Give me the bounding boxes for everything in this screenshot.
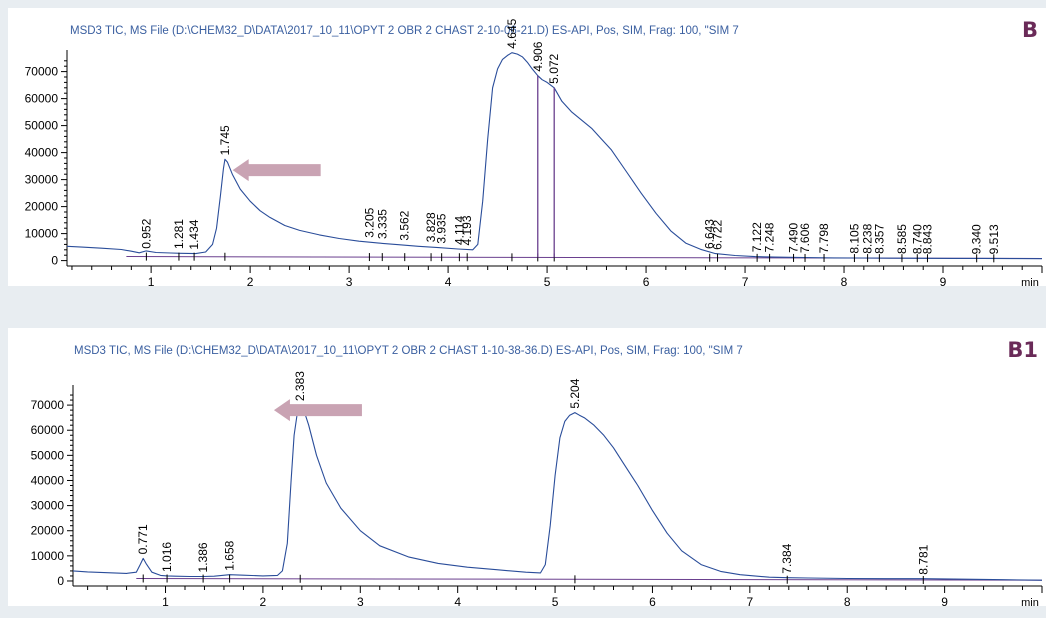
peak-label: 1.658	[223, 540, 237, 570]
peak-label: 5.072	[547, 53, 561, 83]
peak-label: 3.562	[398, 210, 412, 240]
x-tick-label: 1	[162, 595, 169, 609]
x-tick-label: 5	[552, 595, 559, 609]
y-tick-label: 70000	[31, 398, 65, 412]
peak-label: 5.204	[568, 378, 582, 408]
peak-label: 8.843	[920, 224, 934, 254]
x-tick-label: 9	[940, 275, 947, 289]
chart-title: MSD3 TIC, MS File (D:\CHEM32_D\DATA\2017…	[74, 345, 743, 357]
y-tick-label: 10000	[31, 549, 65, 563]
chromatogram-panel-b: MSD3 TIC, MS File (D:\CHEM32_D\DATA\2017…	[8, 8, 1046, 289]
peak-label: 9.513	[987, 224, 1001, 254]
peak-label: 4.114	[452, 216, 466, 245]
peak-label: 8.357	[872, 224, 886, 254]
chart-title: MSD3 TIC, MS File (D:\CHEM32_D\DATA\2017…	[70, 25, 739, 37]
y-tick-label: 40000	[25, 146, 59, 160]
x-tick-label: 1	[148, 275, 155, 289]
peak-label: 3.935	[435, 213, 449, 243]
y-tick-label: 60000	[25, 92, 59, 106]
x-tick-label: 4	[445, 275, 452, 289]
y-tick-label: 0	[51, 254, 58, 268]
x-tick-label: 8	[844, 595, 851, 609]
peak-label: 7.798	[817, 223, 831, 253]
x-tick-label: 9	[941, 595, 948, 609]
peak-label: 7.490	[787, 222, 801, 252]
y-tick-label: 40000	[31, 473, 65, 487]
peak-label: 8.105	[847, 223, 861, 253]
x-unit-label: min	[1021, 597, 1039, 609]
peak-label: 1.745	[218, 125, 232, 155]
peak-arrow	[273, 399, 362, 422]
peak-label: 2.383	[293, 371, 307, 401]
x-tick-label: 4	[454, 595, 461, 609]
y-tick-label: 30000	[25, 173, 59, 187]
peak-label: 7.248	[763, 222, 777, 252]
peak-arrow	[232, 159, 321, 182]
x-tick-label: 2	[247, 275, 254, 289]
chromatogram-plot: 0 10000 20000 30000 40000 50000 60000 70000 1 2 3 4…	[25, 18, 1043, 289]
peak-label: 1.016	[160, 542, 174, 572]
peak-label: 7.606	[798, 223, 812, 253]
x-tick-label: 7	[742, 275, 749, 289]
x-tick-label: 8	[841, 275, 848, 289]
panel-tag: B	[1021, 18, 1038, 42]
peak-label: 1.434	[187, 219, 201, 249]
x-tick-label: 7	[746, 595, 753, 609]
peak-label: 6.722	[711, 219, 725, 249]
chromatogram-panel-b1: MSD3 TIC, MS File (D:\CHEM32_D\DATA\2017…	[8, 328, 1046, 609]
peak-label: 7.384	[780, 543, 794, 573]
y-tick-label: 70000	[25, 65, 59, 79]
x-tick-label: 3	[346, 275, 353, 289]
peak-label: 9.340	[970, 224, 984, 254]
peak-label: 3.335	[375, 209, 389, 239]
x-tick-label: 6	[649, 595, 656, 609]
peak-label: 3.205	[362, 207, 376, 237]
peak-label: 8.781	[916, 544, 930, 574]
x-tick-label: 6	[643, 275, 650, 289]
y-tick-label: 50000	[31, 448, 65, 462]
peak-label: 1.281	[172, 219, 186, 249]
x-tick-label: 3	[357, 595, 364, 609]
peak-label: 4.906	[531, 41, 545, 71]
y-tick-label: 30000	[31, 499, 65, 513]
panel-tag: B1	[1007, 338, 1038, 362]
peak-label: 4.645	[505, 18, 519, 48]
x-tick-label: 5	[544, 275, 551, 289]
x-unit-label: min	[1021, 277, 1039, 289]
y-tick-label: 10000	[25, 227, 59, 241]
peak-label: 8.238	[861, 223, 875, 253]
integration-baseline	[136, 577, 1043, 581]
tic-trace	[66, 52, 1043, 260]
chromatogram-plot: 0 10000 20000 30000 40000 50000 60000 70000 1 2 3 4…	[31, 371, 1043, 609]
peak-label: 4.193	[460, 215, 474, 245]
peak-label: 6.643	[703, 219, 717, 249]
tic-trace	[72, 404, 1043, 581]
peak-label: 7.122	[750, 222, 764, 252]
x-tick-label: 2	[260, 595, 267, 609]
peak-label: 1.386	[196, 542, 210, 572]
peak-label: 0.952	[139, 218, 153, 248]
peak-label: 8.740	[910, 224, 924, 254]
y-tick-label: 20000	[31, 524, 65, 538]
y-tick-label: 0	[57, 574, 64, 588]
y-tick-label: 50000	[25, 119, 59, 133]
y-tick-label: 20000	[25, 200, 59, 214]
peak-label: 0.771	[136, 524, 150, 554]
peak-label: 8.585	[895, 224, 909, 254]
peak-label: 3.828	[424, 212, 438, 242]
y-tick-label: 60000	[31, 423, 65, 437]
